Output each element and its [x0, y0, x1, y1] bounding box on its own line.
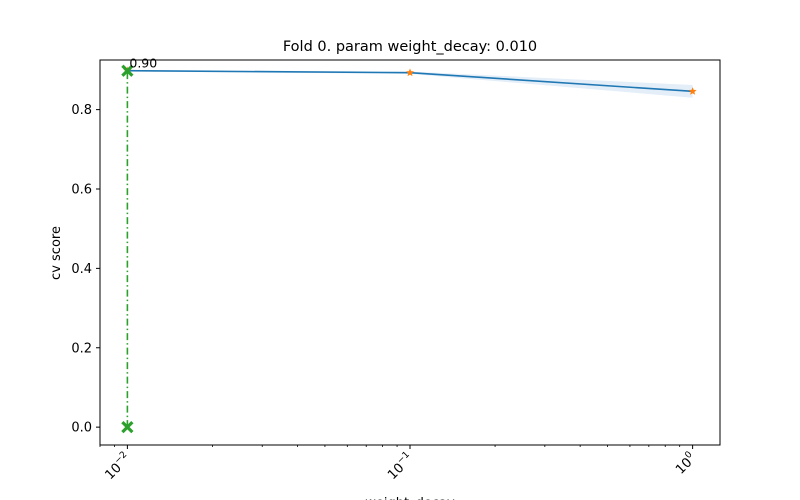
x-tick-label: 100: [672, 450, 700, 478]
axes-frame: [99, 59, 721, 446]
best-baseline-marker: [121, 421, 134, 434]
plot-area: 0.90: [121, 56, 697, 434]
x-marker-stroke: [121, 421, 134, 434]
chart-title: Fold 0. param weight_decay: 0.010: [283, 39, 537, 55]
y-tick-label: 0.0: [71, 421, 92, 436]
y-tick-label: 0.4: [71, 262, 92, 277]
y-tick-label: 0.2: [71, 341, 92, 356]
y-axis-label: cv score: [49, 226, 64, 280]
axes: 0.0 0.2 0.4 0.6 0.8 10−2 10−1 100: [71, 103, 700, 483]
data-point-marker: [406, 68, 414, 77]
x-tick-label: 10−2: [101, 450, 134, 483]
y-tick-label: 0.8: [71, 103, 92, 118]
x-tick-label: 10−1: [384, 450, 417, 483]
x-marker-stroke: [121, 64, 134, 77]
best-score-marker: [121, 64, 134, 77]
best-score-label: 0.90: [129, 56, 157, 71]
x-axis-label: weight_decay: [365, 496, 455, 500]
data-point-marker: [688, 87, 697, 95]
y-tick-label: 0.6: [71, 182, 92, 197]
